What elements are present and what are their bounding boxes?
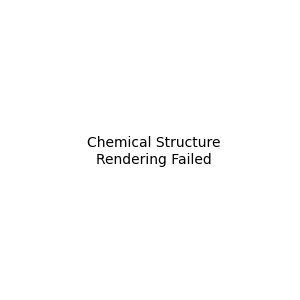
Text: Chemical Structure
Rendering Failed: Chemical Structure Rendering Failed bbox=[87, 136, 220, 166]
